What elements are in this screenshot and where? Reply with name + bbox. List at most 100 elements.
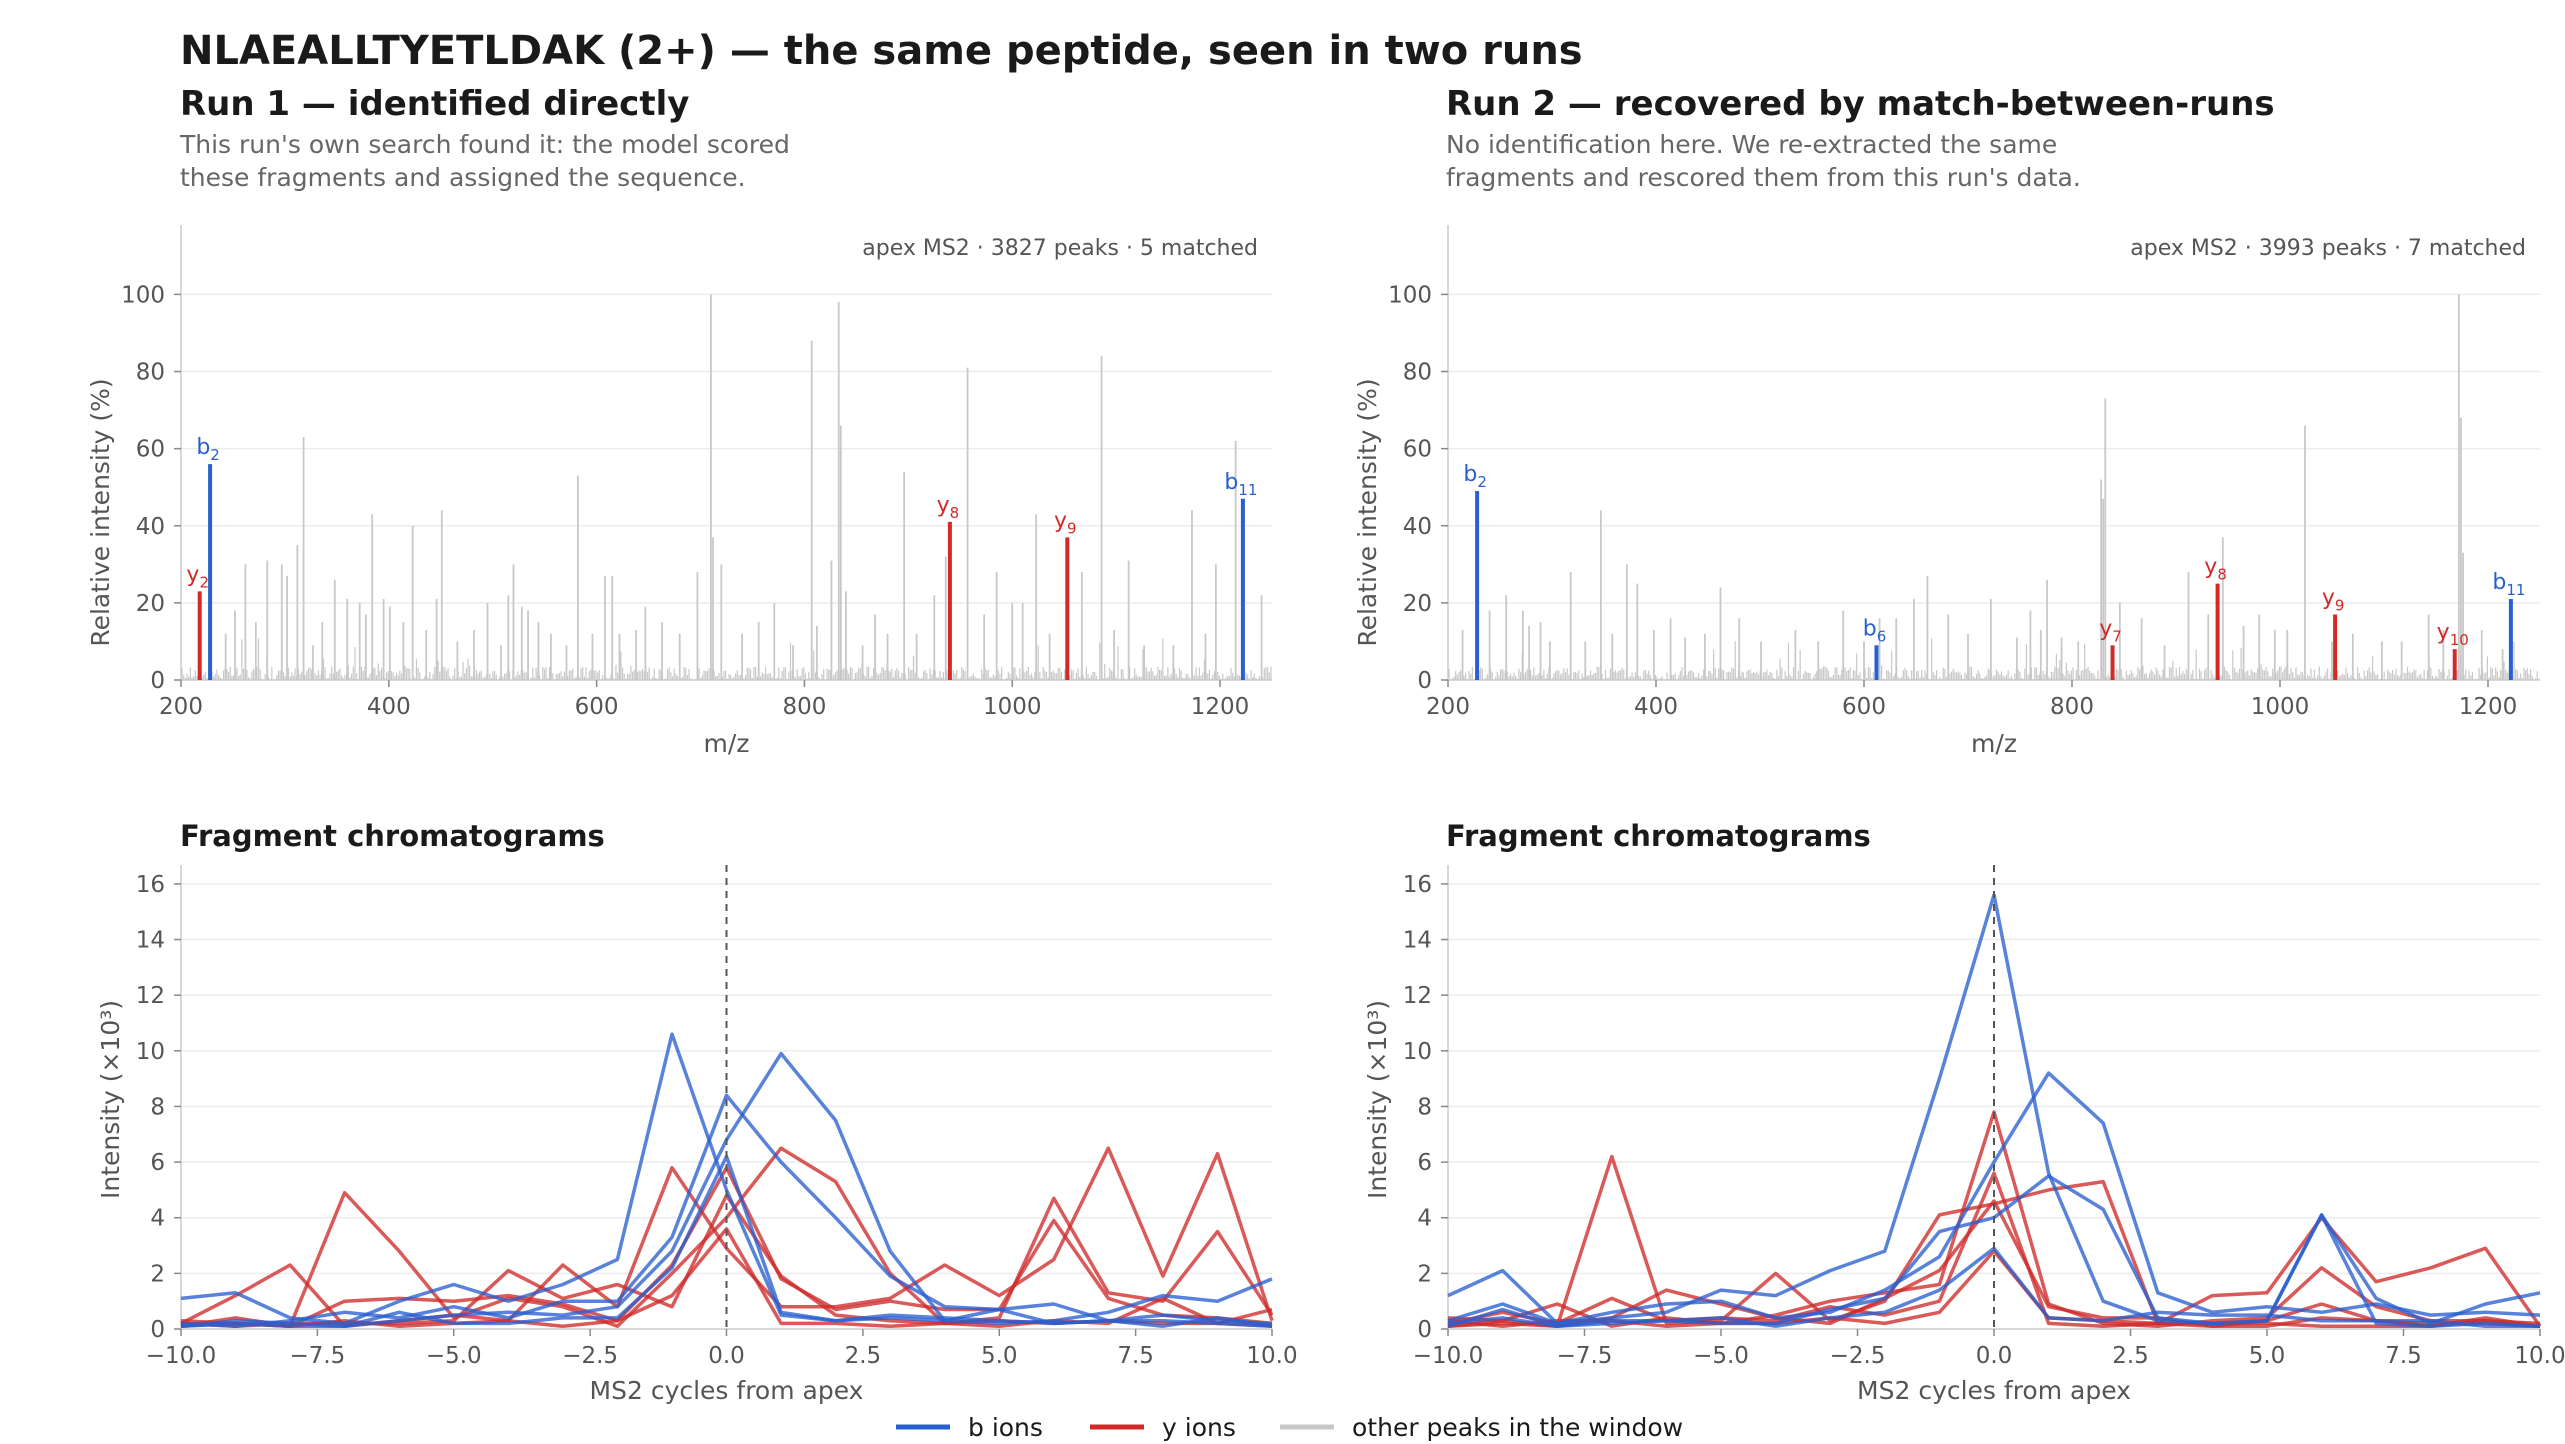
y-tick-label: 0	[1417, 668, 1432, 694]
x-tick-label: 7.5	[1117, 1343, 1154, 1369]
ion-label-y8: y8	[937, 493, 960, 522]
x-tick-label: 2.5	[845, 1343, 882, 1369]
y-tick-label: 16	[136, 872, 165, 898]
ion-label-b2: b2	[196, 435, 220, 464]
y-tick-label: 60	[136, 437, 165, 463]
legend: b ions y ions other peaks in the window	[896, 1413, 1683, 1442]
ion-label-b11: b11	[2492, 570, 2525, 599]
x-tick-label: 1000	[2251, 694, 2310, 720]
x-tick-label: −10.0	[146, 1343, 216, 1369]
x-axis-label: MS2 cycles from apex	[590, 1376, 864, 1405]
y-tick-label: 4	[150, 1206, 165, 1232]
ion-label-b11: b11	[1224, 470, 1257, 499]
figure-title: NLAEALLTYETLDAK (2+) — the same peptide,…	[180, 28, 1583, 74]
y-axis-label: Relative intensity (%)	[1353, 378, 1382, 646]
y-tick-label: 10	[1403, 1039, 1432, 1065]
y-tick-label: 0	[150, 1317, 165, 1343]
y-tick-label: 12	[1403, 983, 1432, 1009]
noise-peaks	[181, 638, 1272, 680]
ion-label-y10: y10	[2437, 620, 2469, 649]
y-tick-label: 60	[1403, 437, 1432, 463]
x-tick-label: 800	[782, 694, 826, 720]
y-tick-label: 6	[150, 1150, 165, 1176]
x-tick-label: 1200	[2459, 694, 2518, 720]
y-tick-label: 100	[1388, 282, 1432, 308]
run2-title: Run 2 — recovered by match-between-runs	[1446, 84, 2275, 124]
x-tick-label: 2.5	[2112, 1343, 2149, 1369]
x-tick-label: 1000	[983, 694, 1042, 720]
legend-label-b-ions: b ions	[968, 1413, 1043, 1442]
run1-spectrum-panel: 0 20 40 60 80 100 200 400 600 800 1000 1200 m/z Relat…	[86, 225, 1272, 758]
y-tick-label: 100	[121, 282, 165, 308]
x-tick-label: 0.0	[1976, 1343, 2013, 1369]
x-tick-label: −2.5	[1830, 1343, 1886, 1369]
y-tick-label: 14	[1403, 928, 1432, 954]
ion-label-y9: y9	[2322, 585, 2345, 614]
series-line-b-ion	[180, 1093, 1273, 1328]
x-tick-label: −5.0	[1693, 1343, 1749, 1369]
y-tick-label: 8	[1417, 1094, 1432, 1120]
run2-chromatogram-panel: 0 2 4 6 8 10 12 14 16 −10.0 −7.5 −5.0 −2.5 0.0 2.5 5.0 7…	[1363, 865, 2565, 1405]
y-axis-label: Intensity (×10³)	[96, 1000, 125, 1199]
y-tick-label: 40	[136, 514, 165, 540]
y-tick-label: 80	[136, 360, 165, 386]
series-line-b-ion	[1447, 1071, 2541, 1326]
x-tick-label: 200	[159, 694, 203, 720]
x-tick-label: 5.0	[981, 1343, 1018, 1369]
y-tick-label: 4	[1417, 1206, 1432, 1232]
run1-subtitle-line1: This run's own search found it: the mode…	[179, 130, 790, 159]
series-line-y-ion	[1447, 1171, 2541, 1328]
x-axis-label: m/z	[704, 729, 750, 758]
run1-title: Run 1 — identified directly	[180, 84, 689, 124]
ion-label-b6: b6	[1863, 616, 1887, 645]
x-tick-label: 400	[367, 694, 411, 720]
run2-subtitle-line1: No identification here. We re-extracted …	[1446, 130, 2057, 159]
y-tick-label: 16	[1403, 872, 1432, 898]
y-tick-label: 6	[1417, 1150, 1432, 1176]
x-tick-label: 800	[2050, 694, 2094, 720]
y-axis-label: Intensity (×10³)	[1363, 1000, 1392, 1199]
series-line-y-ion	[1447, 1249, 2541, 1328]
x-tick-label: −7.5	[1557, 1343, 1613, 1369]
y-tick-label: 80	[1403, 360, 1432, 386]
x-axis-label: m/z	[1971, 729, 2017, 758]
y-tick-label: 40	[1403, 514, 1432, 540]
run2-subtitle-line2: fragments and rescored them from this ru…	[1446, 163, 2081, 192]
x-tick-label: 7.5	[2385, 1343, 2422, 1369]
x-tick-label: 1200	[1191, 694, 1250, 720]
run1-chrom-title: Fragment chromatograms	[180, 819, 605, 853]
x-tick-label: 600	[575, 694, 619, 720]
x-tick-label: 600	[1842, 694, 1886, 720]
legend-label-other: other peaks in the window	[1352, 1413, 1683, 1442]
run1-subtitle-line2: these fragments and assigned the sequenc…	[180, 163, 746, 192]
legend-label-y-ions: y ions	[1162, 1413, 1236, 1442]
ion-label-y7: y7	[2099, 616, 2122, 645]
ion-label-y9: y9	[1054, 508, 1077, 537]
x-tick-label: −2.5	[562, 1343, 618, 1369]
run1-chromatogram-panel: 0 2 4 6 8 10 12 14 16 −10.0 −7.5 −5.0 −2.5 0.0 2.5 5.0 7…	[96, 865, 1298, 1405]
spectrum-annotation: apex MS2 · 3993 peaks · 7 matched	[2130, 236, 2526, 261]
run2-chrom-title: Fragment chromatograms	[1446, 819, 1871, 853]
y-tick-label: 20	[1403, 591, 1432, 617]
x-tick-label: −7.5	[289, 1343, 345, 1369]
x-tick-label: 10.0	[2514, 1343, 2565, 1369]
x-tick-label: −5.0	[426, 1343, 482, 1369]
y-tick-label: 10	[136, 1039, 165, 1065]
y-tick-label: 20	[136, 591, 165, 617]
y-tick-label: 2	[1417, 1261, 1432, 1287]
y-axis-label: Relative intensity (%)	[86, 378, 115, 646]
x-tick-label: 5.0	[2249, 1343, 2286, 1369]
y-tick-label: 8	[150, 1094, 165, 1120]
y-tick-label: 14	[136, 928, 165, 954]
y-tick-label: 0	[1417, 1317, 1432, 1343]
x-tick-label: 200	[1426, 694, 1470, 720]
x-tick-label: −10.0	[1413, 1343, 1483, 1369]
y-tick-label: 2	[150, 1261, 165, 1287]
x-axis-label: MS2 cycles from apex	[1857, 1376, 2131, 1405]
y-tick-label: 0	[150, 668, 165, 694]
spectrum-annotation: apex MS2 · 3827 peaks · 5 matched	[862, 236, 1258, 261]
x-tick-label: 400	[1634, 694, 1678, 720]
run2-spectrum-panel: 0 20 40 60 80 100 200 400 600 800 1000 1200 m/z Relat…	[1353, 225, 2540, 758]
x-tick-label: 10.0	[1246, 1343, 1297, 1369]
